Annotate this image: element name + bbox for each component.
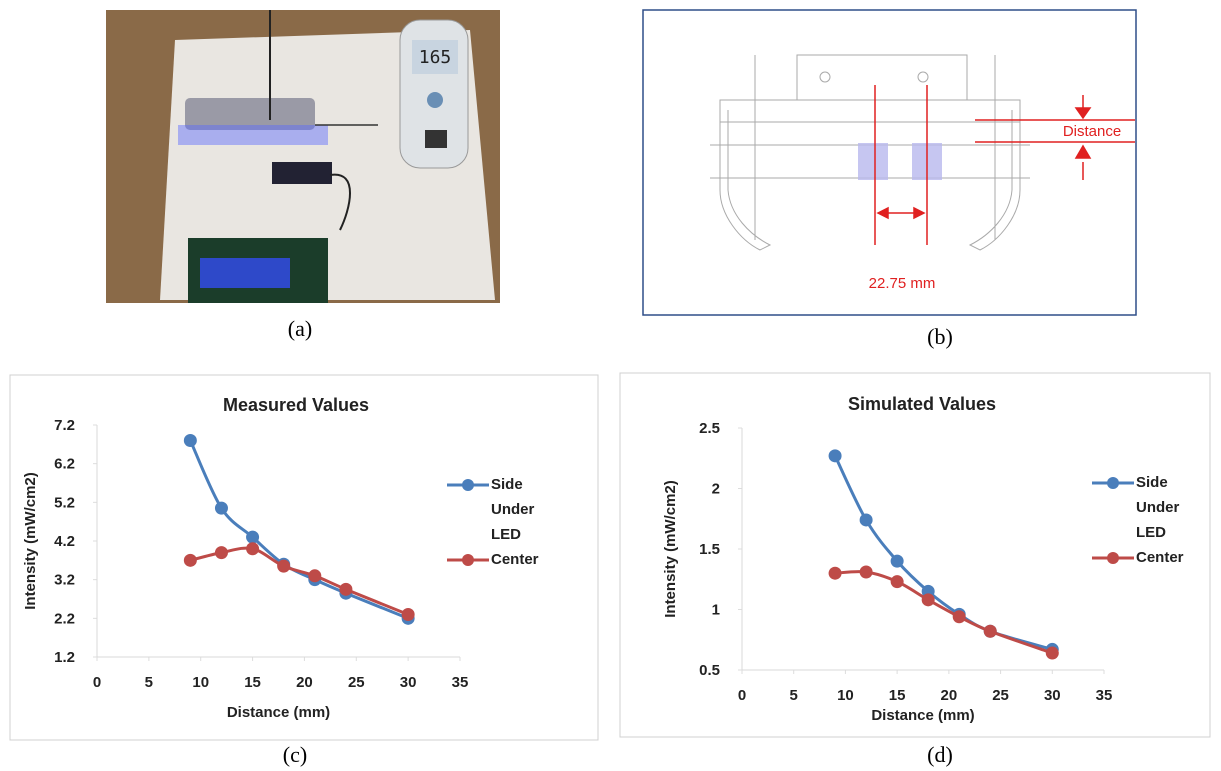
x-tick-label: 20 [941, 687, 958, 704]
marker [215, 502, 228, 515]
legend-item: Side Under LED [445, 472, 555, 547]
x-tick-label: 25 [348, 674, 365, 691]
marker [829, 449, 842, 462]
photo: 165 [106, 10, 500, 303]
legend-label: Center [1136, 545, 1200, 570]
legend-swatch [1090, 545, 1136, 570]
panel-label: (d) [927, 742, 953, 767]
legend-key [1090, 470, 1136, 495]
y-tick-label: 1.2 [54, 649, 75, 666]
marker [829, 567, 842, 580]
x-tick-label: 15 [244, 674, 261, 691]
marker [184, 554, 197, 567]
y-tick-label: 2 [712, 481, 720, 498]
x-axis-title: Distance (mm) [227, 704, 330, 721]
marker [277, 560, 290, 573]
marker [891, 555, 904, 568]
y-tick-label: 6.2 [54, 456, 75, 473]
y-axis-title: Intensity (mW/cm2) [662, 480, 679, 618]
diagram: Distance 22.75 mm [643, 10, 1136, 315]
x-tick-label: 5 [790, 687, 798, 704]
y-tick-label: 2.2 [54, 610, 75, 627]
y-tick-label: 1.5 [699, 541, 720, 558]
legend-key [445, 472, 491, 497]
x-tick-label: 5 [145, 674, 153, 691]
marker [891, 575, 904, 588]
chart-title: Simulated Values [848, 394, 996, 414]
x-tick-label: 20 [296, 674, 313, 691]
marker [339, 583, 352, 596]
chart-title: Measured Values [223, 395, 369, 415]
legend-swatch [445, 472, 491, 497]
legend-label: Side Under LED [491, 472, 555, 547]
panel-label: (b) [927, 324, 953, 349]
spacing-label: 22.75 mm [869, 275, 936, 292]
y-tick-label: 2.5 [699, 420, 720, 437]
figure: 165 (a) Di [0, 0, 1221, 771]
x-tick-label: 15 [889, 687, 906, 704]
y-axis-title: Intensity (mW/cm2) [22, 472, 39, 610]
y-tick-label: 3.2 [54, 572, 75, 589]
meter-reading: 165 [419, 47, 452, 68]
x-axis-title: Distance (mm) [871, 707, 974, 724]
x-tick-label: 10 [192, 674, 209, 691]
legend-item: Side Under LED [1090, 470, 1200, 545]
marker [860, 513, 873, 526]
legend-item: Center [1090, 545, 1200, 570]
panel-label: (c) [283, 742, 307, 767]
legend-key [1090, 545, 1136, 570]
marker [953, 610, 966, 623]
y-tick-label: 1 [712, 602, 720, 619]
marker [215, 546, 228, 559]
x-tick-label: 0 [738, 687, 746, 704]
x-tick-label: 10 [837, 687, 854, 704]
marker [402, 608, 415, 621]
series-line [835, 456, 1052, 650]
x-tick-label: 25 [992, 687, 1009, 704]
x-tick-label: 35 [1096, 687, 1113, 704]
marker [246, 542, 259, 555]
legend-swatch [1090, 470, 1136, 495]
legend-key [445, 547, 491, 572]
x-tick-label: 30 [1044, 687, 1061, 704]
legend-swatch [445, 547, 491, 572]
marker [1046, 647, 1059, 660]
legend-label: Center [491, 547, 555, 572]
marker [184, 434, 197, 447]
marker [860, 565, 873, 578]
legend-item: Center [445, 547, 555, 572]
x-tick-label: 35 [452, 674, 469, 691]
distance-label: Distance [1063, 123, 1121, 140]
x-tick-label: 30 [400, 674, 417, 691]
marker [984, 625, 997, 638]
series-line [835, 572, 1052, 654]
panel-label: (a) [288, 316, 312, 341]
marker [922, 593, 935, 606]
marker [308, 569, 321, 582]
marker [246, 531, 259, 544]
y-tick-label: 7.2 [54, 417, 75, 434]
x-tick-label: 0 [93, 674, 101, 691]
legend-label: Side Under LED [1136, 470, 1200, 545]
y-tick-label: 5.2 [54, 494, 75, 511]
page: 165 (a) Di [0, 0, 1221, 771]
y-tick-label: 0.5 [699, 662, 720, 679]
y-tick-label: 4.2 [54, 533, 75, 550]
series-line [190, 440, 408, 618]
